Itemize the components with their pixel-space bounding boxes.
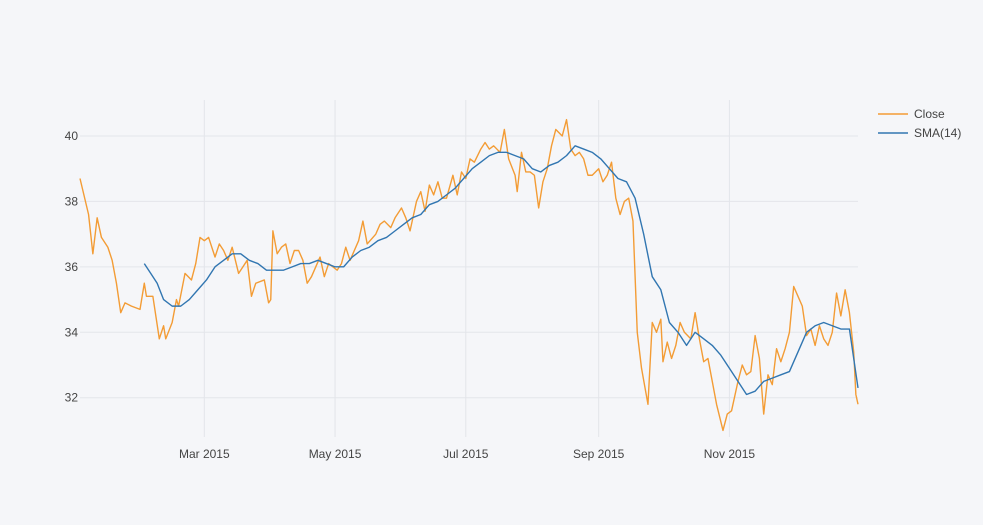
legend-item[interactable]: Close <box>878 107 945 121</box>
y-tick-label: 34 <box>65 325 79 339</box>
y-gridlines <box>80 135 858 399</box>
series-line-sma-14[interactable] <box>143 145 859 396</box>
x-tick-label: Nov 2015 <box>704 447 756 461</box>
x-tick-label: Sep 2015 <box>573 447 625 461</box>
legend-label: Close <box>914 107 945 121</box>
x-axis-tick-labels: Mar 2015 May 2015 Jul 2015 Sep 2015 Nov 2015 <box>179 447 755 461</box>
series-line-close[interactable] <box>79 118 859 432</box>
y-axis-tick-labels: 32 34 36 38 40 <box>65 129 79 405</box>
x-tick-label: May 2015 <box>309 447 362 461</box>
y-tick-label: 32 <box>65 391 79 405</box>
legend-item[interactable]: SMA(14) <box>878 126 961 140</box>
y-tick-label: 38 <box>65 194 79 208</box>
legend[interactable]: Close SMA(14) <box>878 107 961 140</box>
x-tick-label: Mar 2015 <box>179 447 230 461</box>
x-tick-label: Jul 2015 <box>443 447 489 461</box>
legend-label: SMA(14) <box>914 126 961 140</box>
y-tick-label: 40 <box>65 129 79 143</box>
y-tick-label: 36 <box>65 260 79 274</box>
series-layer <box>79 118 859 432</box>
